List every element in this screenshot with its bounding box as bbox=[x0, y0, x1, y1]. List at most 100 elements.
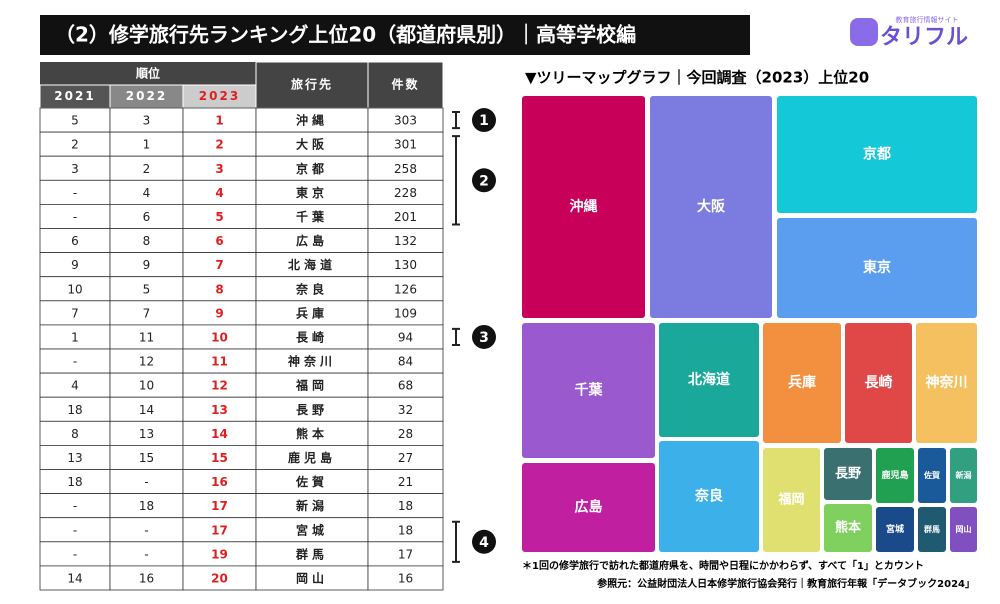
marker-text: 2 bbox=[479, 173, 489, 189]
logo-sub: 教育旅行情報サイト bbox=[896, 15, 959, 24]
cell-text: 岡山 bbox=[296, 570, 328, 585]
cell-text: 14 bbox=[211, 427, 228, 441]
cell bbox=[255, 541, 369, 567]
tile bbox=[522, 96, 645, 318]
cell bbox=[39, 469, 111, 495]
tile bbox=[763, 448, 820, 552]
tile-label: 長野 bbox=[835, 467, 861, 482]
cell bbox=[109, 155, 184, 181]
cell bbox=[109, 444, 184, 470]
tile bbox=[950, 507, 977, 552]
cell bbox=[367, 155, 444, 181]
cell bbox=[182, 565, 257, 591]
cell-text: 1 bbox=[143, 138, 151, 152]
header-cell bbox=[255, 61, 369, 109]
cell bbox=[182, 420, 257, 446]
tile bbox=[777, 218, 977, 318]
cell-text: 3 bbox=[143, 114, 151, 128]
tile-label: 兵庫 bbox=[788, 374, 816, 391]
header-text: 旅行先 bbox=[291, 77, 333, 92]
cell-text: 鹿児島 bbox=[288, 450, 336, 465]
cell-text: 福岡 bbox=[295, 378, 328, 393]
cell-text: 109 bbox=[394, 306, 417, 320]
cell-text: 7 bbox=[143, 306, 151, 320]
cell-text: 3 bbox=[215, 162, 223, 176]
tile-label: 大阪 bbox=[697, 198, 726, 215]
header-text: 2023 bbox=[199, 89, 240, 103]
cell-text: 258 bbox=[394, 162, 417, 176]
cell-text: 12 bbox=[211, 379, 228, 393]
tile bbox=[918, 507, 946, 552]
cell-text: 10 bbox=[139, 379, 154, 393]
tile bbox=[763, 323, 841, 443]
cell-text: 13 bbox=[139, 427, 154, 441]
cell bbox=[367, 228, 444, 254]
cell-text: 沖縄 bbox=[296, 113, 328, 128]
tile-label: 熊本 bbox=[835, 520, 861, 536]
header-text: 順位 bbox=[135, 66, 160, 81]
cell-text: 15 bbox=[211, 451, 228, 465]
header-text: 2021 bbox=[54, 89, 95, 103]
cell bbox=[39, 155, 111, 181]
title-bar bbox=[40, 15, 750, 55]
cell-text: 6 bbox=[143, 210, 151, 224]
tile-label: 京都 bbox=[863, 146, 891, 163]
cell-text: 17 bbox=[211, 499, 228, 513]
cell-text: 126 bbox=[394, 282, 417, 296]
cell-text: - bbox=[144, 475, 148, 489]
cell bbox=[367, 300, 444, 326]
tile-label: 群馬 bbox=[923, 524, 940, 534]
cell bbox=[367, 565, 444, 591]
tile-label: 北海道 bbox=[688, 371, 730, 388]
cell-text: 東京 bbox=[296, 185, 328, 200]
cell bbox=[255, 493, 369, 519]
cell-text: 長野 bbox=[296, 402, 328, 417]
marker-text: 3 bbox=[479, 330, 489, 346]
cell-text: 11 bbox=[139, 330, 154, 344]
cell bbox=[39, 107, 111, 133]
cell bbox=[255, 131, 369, 157]
cell-text: 9 bbox=[71, 258, 79, 272]
cell-text: 5 bbox=[143, 282, 151, 296]
cell-text: 21 bbox=[398, 475, 413, 489]
cell bbox=[182, 179, 257, 205]
cell-text: 18 bbox=[398, 499, 413, 513]
tile bbox=[522, 323, 655, 458]
cell-text: 2 bbox=[143, 162, 151, 176]
cell bbox=[109, 565, 184, 591]
cell bbox=[39, 179, 111, 205]
tile-label: 広島 bbox=[575, 499, 603, 516]
cell bbox=[182, 107, 257, 133]
cell-text: 1 bbox=[71, 330, 79, 344]
cell bbox=[39, 228, 111, 254]
tile-label: 福岡 bbox=[777, 492, 804, 508]
cell-text: 16 bbox=[398, 571, 413, 585]
cell-text: 2 bbox=[71, 138, 79, 152]
cell bbox=[367, 493, 444, 519]
cell-text: 宮城 bbox=[296, 522, 328, 537]
cell-text: 熊本 bbox=[296, 426, 328, 441]
cell bbox=[109, 131, 184, 157]
cell-text: 3 bbox=[71, 162, 79, 176]
cell bbox=[39, 396, 111, 422]
cell-text: 群馬 bbox=[295, 546, 328, 561]
cell-text: 1 bbox=[215, 114, 223, 128]
cell-text: 5 bbox=[71, 114, 79, 128]
cell-text: 16 bbox=[211, 475, 228, 489]
marker bbox=[472, 529, 496, 554]
cell-text: 広島 bbox=[296, 233, 328, 248]
cell-text: 北海道 bbox=[288, 257, 336, 272]
cell-text: 18 bbox=[398, 523, 413, 537]
cell bbox=[182, 444, 257, 470]
cell bbox=[39, 324, 111, 350]
cell-text: 18 bbox=[139, 499, 154, 513]
cell bbox=[39, 444, 111, 470]
cell-text: 6 bbox=[71, 234, 79, 248]
cell bbox=[255, 252, 369, 278]
cell-text: 17 bbox=[398, 547, 413, 561]
cell-text: 10 bbox=[67, 282, 82, 296]
tile-label: 神奈川 bbox=[926, 374, 968, 391]
logo-icon bbox=[850, 18, 878, 46]
tile bbox=[659, 323, 759, 437]
cell bbox=[255, 372, 369, 398]
